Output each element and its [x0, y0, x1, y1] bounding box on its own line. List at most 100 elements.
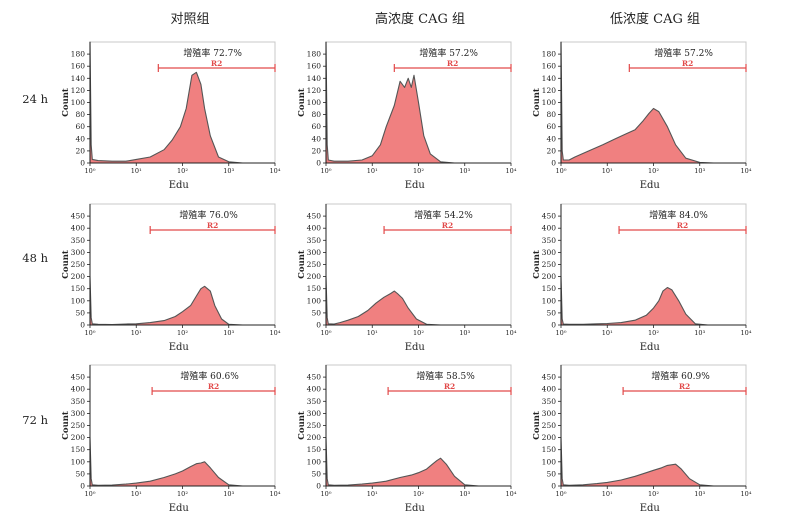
proliferation-rate-label: 增殖率 72.7% — [183, 47, 242, 59]
x-tick-label: 10³ — [223, 167, 234, 175]
y-tick-label: 100 — [307, 98, 322, 107]
y-axis-title: Count — [297, 411, 307, 440]
y-tick-label: 20 — [311, 146, 321, 155]
y-tick-label: 300 — [71, 248, 86, 257]
y-tick-label: 60 — [75, 122, 85, 131]
row-header-24h: 24 h — [22, 92, 48, 106]
y-tick-label: 250 — [542, 260, 557, 269]
x-tick-label: 10⁴ — [270, 490, 281, 498]
gate-label: R2 — [444, 382, 455, 391]
y-tick-label: 350 — [307, 236, 322, 245]
x-tick-label: 10⁴ — [506, 167, 517, 175]
y-tick-label: 100 — [71, 98, 86, 107]
x-axis-title: Edu — [169, 503, 190, 514]
y-tick-label: 80 — [311, 110, 321, 119]
y-tick-label: 150 — [542, 284, 557, 293]
y-tick-label: 150 — [71, 284, 86, 293]
histogram-panel: 0 20 40 60 80 100 120 140 160 180 10⁰ 10¹ 10² 10³ 10⁴ E… — [297, 41, 517, 191]
x-tick-label: 10³ — [694, 167, 705, 175]
y-axis-title: Count — [61, 411, 71, 440]
x-tick-label: 10⁰ — [85, 490, 96, 498]
proliferation-rate-label: 增殖率 57.2% — [419, 47, 478, 59]
y-tick-label: 300 — [542, 248, 557, 257]
x-tick-label: 10¹ — [602, 490, 613, 498]
y-tick-label: 450 — [542, 212, 557, 221]
y-tick-label: 450 — [71, 212, 86, 221]
y-tick-label: 350 — [542, 397, 557, 406]
x-tick-label: 10⁴ — [741, 329, 752, 337]
y-tick-label: 100 — [71, 296, 86, 305]
x-tick-label: 10² — [177, 490, 188, 498]
x-axis-title: Edu — [405, 342, 426, 353]
histogram-area — [89, 437, 244, 487]
plot-frame — [560, 203, 747, 326]
y-tick-label: 80 — [546, 110, 556, 119]
y-tick-label: 120 — [307, 86, 322, 95]
y-tick-label: 400 — [71, 385, 86, 394]
y-tick-label: 350 — [71, 236, 86, 245]
x-tick-label: 10¹ — [131, 167, 142, 175]
x-tick-label: 10² — [413, 167, 424, 175]
x-tick-label: 10¹ — [131, 329, 142, 337]
x-tick-label: 10³ — [459, 329, 470, 337]
plot-frame — [325, 364, 512, 487]
x-tick-label: 10¹ — [602, 329, 613, 337]
y-tick-label: 160 — [307, 62, 322, 71]
gate-label: R2 — [208, 382, 219, 391]
y-tick-label: 0 — [316, 321, 321, 330]
y-tick-label: 0 — [316, 482, 321, 491]
y-tick-label: 140 — [307, 74, 322, 83]
x-tick-label: 10² — [648, 329, 659, 337]
x-tick-label: 10⁴ — [270, 167, 281, 175]
histogram-panel: 0 20 40 60 80 100 120 140 160 180 10⁰ 10¹ 10² 10³ 10⁴ E… — [61, 41, 281, 191]
y-tick-label: 350 — [542, 236, 557, 245]
histogram-area — [560, 276, 709, 326]
y-tick-label: 400 — [307, 224, 322, 233]
gate-label: R2 — [679, 382, 690, 391]
gate-label: R2 — [447, 59, 458, 68]
y-tick-label: 450 — [542, 373, 557, 382]
y-tick-label: 180 — [71, 50, 86, 59]
y-tick-label: 180 — [307, 50, 322, 59]
y-tick-label: 100 — [71, 457, 86, 466]
x-tick-label: 10² — [648, 167, 659, 175]
y-tick-label: 200 — [542, 433, 557, 442]
x-tick-label: 10¹ — [367, 329, 378, 337]
y-axis-title: Count — [532, 250, 542, 279]
histogram-panel: 0 50 100 150 200 250 300 350 400 450 10⁰ 10¹ 10² 10³ 1… — [532, 364, 752, 514]
histogram-area — [325, 276, 442, 326]
y-tick-label: 20 — [546, 146, 556, 155]
y-tick-label: 300 — [542, 409, 557, 418]
y-tick-label: 140 — [71, 74, 86, 83]
y-tick-label: 400 — [542, 224, 557, 233]
y-tick-label: 50 — [546, 469, 556, 478]
y-tick-label: 40 — [311, 134, 321, 143]
x-tick-label: 10² — [413, 329, 424, 337]
y-tick-label: 250 — [307, 421, 322, 430]
y-tick-label: 300 — [71, 409, 86, 418]
x-tick-label: 10³ — [223, 490, 234, 498]
histogram-panel: 0 50 100 150 200 250 300 350 400 450 10⁰ 10¹ 10² 10³ 1… — [297, 203, 517, 353]
y-tick-label: 120 — [542, 86, 557, 95]
y-tick-label: 120 — [71, 86, 86, 95]
proliferation-rate-label: 增殖率 57.2% — [654, 47, 713, 59]
column-header-control: 对照组 — [170, 12, 210, 27]
y-tick-label: 400 — [307, 385, 322, 394]
x-tick-label: 10¹ — [367, 167, 378, 175]
x-axis-title: Edu — [169, 180, 190, 191]
y-tick-label: 450 — [71, 373, 86, 382]
x-tick-label: 10⁰ — [556, 329, 567, 337]
gate-label: R2 — [207, 221, 218, 230]
x-tick-label: 10³ — [223, 329, 234, 337]
y-tick-label: 400 — [71, 224, 86, 233]
x-tick-label: 10⁰ — [321, 167, 332, 175]
y-tick-label: 60 — [546, 122, 556, 131]
x-axis-title: Edu — [405, 503, 426, 514]
x-axis-title: Edu — [640, 180, 661, 191]
y-tick-label: 200 — [307, 433, 322, 442]
y-axis-title: Count — [532, 88, 542, 117]
gate-label: R2 — [442, 221, 453, 230]
y-tick-label: 450 — [307, 212, 322, 221]
y-tick-label: 350 — [307, 397, 322, 406]
